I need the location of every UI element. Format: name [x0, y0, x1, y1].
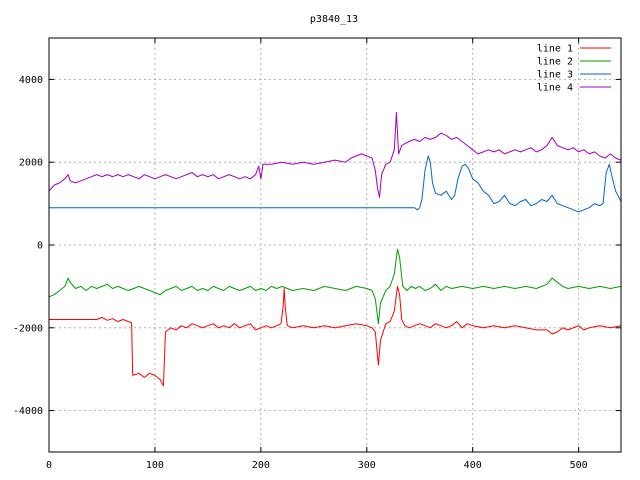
series-line-1 — [49, 285, 622, 387]
series-line-2 — [48, 248, 622, 325]
x-tick-label-4: 400 — [464, 460, 482, 471]
legend-label-4: line 4 — [537, 83, 573, 94]
series-layer — [48, 112, 622, 387]
x-tick-label-0: 0 — [46, 460, 52, 471]
y-tick-label-0: -4000 — [13, 406, 43, 417]
y-tick-label-3: 2000 — [19, 158, 43, 169]
y-tick-label-4: 4000 — [19, 75, 43, 86]
y-tick-label-2: 0 — [37, 241, 43, 252]
axis-ticks: 0 100 200 300 400 500 -4000 -2000 0 2000 4000 — [13, 38, 621, 471]
legend-label-3: line 3 — [537, 70, 573, 81]
x-tick-label-3: 300 — [358, 460, 376, 471]
legend-label-2: line 2 — [537, 57, 573, 68]
x-tick-label-2: 200 — [252, 460, 270, 471]
x-tick-label-5: 500 — [570, 460, 588, 471]
legend: line 1 line 2 line 3 line 4 — [537, 44, 611, 94]
series-line-4 — [48, 112, 622, 198]
series-line-3 — [49, 155, 622, 213]
chart-title: p3840_13 — [310, 14, 358, 25]
legend-label-1: line 1 — [537, 44, 573, 55]
y-tick-label-1: -2000 — [13, 323, 43, 334]
grid — [49, 38, 621, 452]
x-tick-label-1: 100 — [146, 460, 164, 471]
